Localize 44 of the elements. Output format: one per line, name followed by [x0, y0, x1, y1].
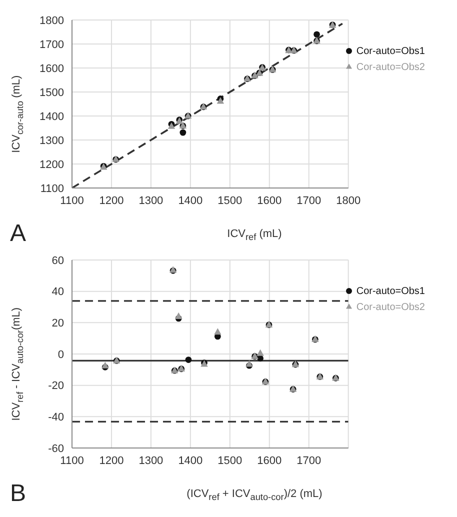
y-tick-label: 60 — [52, 254, 64, 267]
x-tick-label: 1700 — [296, 194, 322, 207]
x-tick-label: 1600 — [257, 194, 282, 207]
y-tick-label: 0 — [58, 348, 64, 361]
point — [180, 129, 186, 136]
x-tick-label: 1200 — [99, 454, 124, 467]
point — [256, 349, 264, 356]
y-tick-label: 40 — [52, 286, 64, 298]
x-tick-label: 1300 — [138, 454, 164, 467]
point — [214, 328, 222, 335]
y-tick-label: 1200 — [40, 158, 64, 171]
x-tick-label: 1100 — [60, 194, 84, 207]
text: A — [10, 220, 26, 248]
x-tick-label: 1500 — [218, 454, 242, 467]
y-tick-label: 1800 — [40, 14, 64, 27]
y-tick-label: 20 — [52, 318, 64, 330]
x-tick-label: 1200 — [99, 194, 124, 207]
x-tick-label: 1800 — [336, 194, 361, 207]
text: B — [10, 480, 26, 508]
x-tick-label: 1600 — [257, 454, 282, 467]
x-axis-title: (ICV$_{ref}$ + ICV$_{auto-cor}$)/2 (mL) — [186, 488, 324, 502]
point — [314, 31, 320, 38]
point — [185, 356, 192, 363]
y-tick-label: 1700 — [40, 38, 64, 51]
y-tick-label: 1600 — [40, 62, 64, 75]
x-axis-title: ICV$_{ref}$ (mL) — [226, 228, 283, 242]
x-tick-label: 1300 — [138, 194, 164, 207]
legend-label: Cor-auto=Obs1 — [356, 46, 425, 57]
legend-label: Cor-auto=Obs2 — [356, 302, 425, 313]
legend-label: Cor-auto=Obs2 — [356, 62, 425, 73]
legend-label: Cor-auto=Obs1 — [356, 286, 425, 297]
y-tick-label: 1400 — [40, 110, 64, 123]
x-tick-label: 1500 — [218, 194, 242, 207]
x-tick-label: 1700 — [296, 454, 322, 467]
y-tick-label: 1300 — [40, 134, 64, 147]
x-tick-label: 1400 — [178, 194, 203, 207]
point — [174, 312, 182, 319]
y-tick-label: 1500 — [40, 86, 64, 99]
x-tick-label: 1100 — [60, 454, 84, 467]
y-tick-label: -40 — [48, 412, 64, 424]
y-tick-label: 1100 — [40, 182, 64, 195]
y-tick-label: -20 — [48, 380, 64, 392]
x-tick-label: 1400 — [178, 454, 203, 467]
y-tick-label: -60 — [48, 442, 64, 455]
